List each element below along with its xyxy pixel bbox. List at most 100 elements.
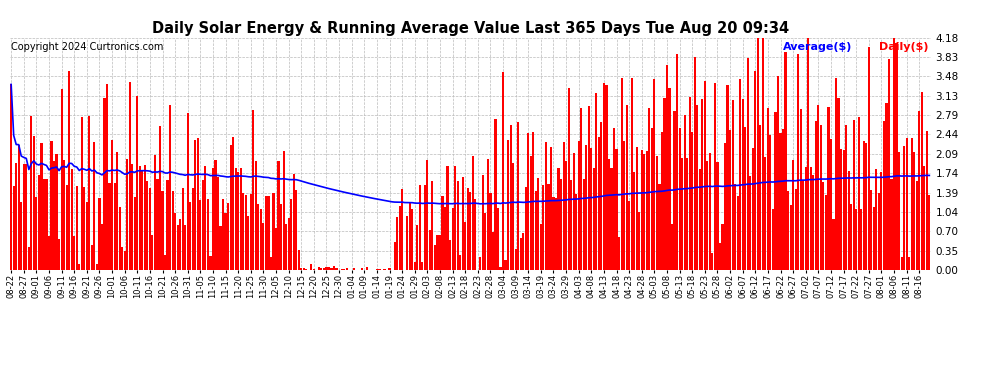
Bar — [181, 188, 184, 270]
Bar — [83, 187, 85, 270]
Bar — [114, 183, 116, 270]
Bar — [411, 209, 413, 270]
Bar — [25, 164, 28, 270]
Bar — [549, 147, 552, 270]
Bar — [474, 199, 476, 270]
Bar — [137, 96, 139, 270]
Bar — [298, 250, 300, 270]
Bar — [197, 138, 199, 270]
Bar — [86, 202, 88, 270]
Bar — [593, 168, 595, 270]
Bar — [812, 175, 815, 270]
Bar — [782, 129, 784, 270]
Bar — [124, 251, 126, 270]
Bar — [209, 256, 212, 270]
Bar — [570, 180, 572, 270]
Bar — [883, 121, 885, 270]
Bar — [429, 230, 431, 270]
Bar — [873, 207, 875, 270]
Bar — [867, 47, 870, 270]
Bar — [254, 161, 257, 270]
Bar — [139, 165, 141, 270]
Bar — [678, 128, 681, 270]
Bar — [466, 188, 469, 270]
Bar — [552, 197, 554, 270]
Bar — [171, 192, 173, 270]
Bar — [184, 225, 186, 270]
Bar — [249, 194, 251, 270]
Bar — [737, 196, 739, 270]
Bar — [388, 268, 391, 270]
Bar — [134, 197, 136, 270]
Bar — [862, 141, 865, 270]
Bar — [751, 148, 753, 270]
Bar — [50, 141, 52, 270]
Bar — [13, 186, 15, 270]
Bar — [727, 85, 729, 270]
Bar — [222, 199, 224, 270]
Bar — [631, 78, 633, 270]
Bar — [515, 249, 517, 270]
Bar — [153, 154, 156, 270]
Bar — [636, 147, 638, 270]
Bar — [287, 218, 290, 270]
Bar — [119, 207, 121, 270]
Bar — [419, 185, 421, 270]
Bar — [36, 196, 38, 270]
Bar — [754, 71, 756, 270]
Bar — [451, 209, 453, 270]
Bar — [543, 185, 545, 270]
Bar — [439, 235, 442, 270]
Bar — [238, 172, 240, 270]
Bar — [199, 200, 201, 270]
Bar — [901, 257, 903, 270]
Bar — [461, 177, 463, 270]
Bar — [446, 166, 448, 270]
Bar — [270, 257, 272, 270]
Bar — [489, 193, 491, 270]
Bar — [257, 204, 259, 270]
Bar — [220, 225, 222, 270]
Bar — [204, 165, 207, 270]
Bar — [313, 269, 315, 270]
Bar — [321, 268, 323, 270]
Bar — [673, 111, 675, 270]
Bar — [683, 115, 686, 270]
Bar — [346, 268, 347, 270]
Bar — [109, 183, 111, 270]
Bar — [512, 163, 514, 270]
Bar — [454, 166, 456, 270]
Bar — [845, 125, 847, 270]
Bar — [623, 141, 626, 270]
Bar — [740, 79, 742, 270]
Bar — [833, 219, 835, 270]
Bar — [318, 267, 320, 270]
Bar — [15, 163, 17, 270]
Bar — [911, 138, 913, 270]
Bar — [547, 184, 549, 270]
Bar — [303, 268, 305, 270]
Bar — [759, 125, 761, 270]
Bar — [464, 222, 466, 270]
Bar — [820, 125, 822, 270]
Bar — [399, 206, 401, 270]
Bar — [106, 84, 108, 270]
Bar — [658, 184, 660, 270]
Bar — [262, 224, 264, 270]
Bar — [78, 264, 80, 270]
Bar — [70, 169, 73, 270]
Bar — [164, 255, 166, 270]
Bar — [424, 185, 426, 270]
Bar — [75, 186, 78, 270]
Bar — [434, 245, 436, 270]
Bar — [46, 178, 48, 270]
Bar — [116, 152, 118, 270]
Bar — [712, 253, 714, 270]
Bar — [272, 193, 274, 270]
Bar — [295, 190, 297, 270]
Bar — [432, 180, 434, 270]
Bar — [857, 117, 859, 270]
Bar — [714, 83, 716, 270]
Bar — [111, 140, 113, 270]
Bar — [396, 217, 398, 270]
